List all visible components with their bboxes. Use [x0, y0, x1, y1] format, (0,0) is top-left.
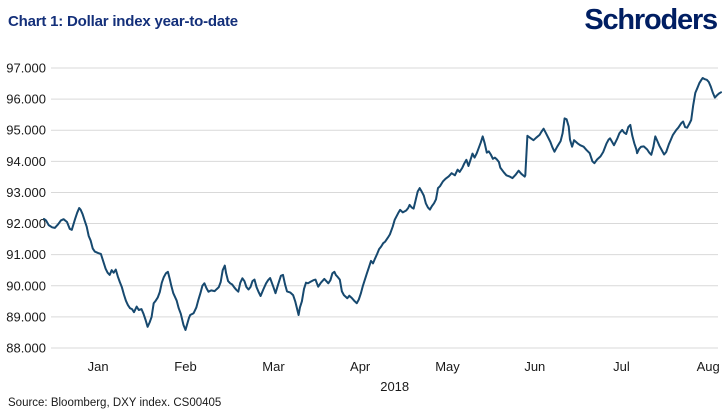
y-tick-label: 93.000 [6, 185, 46, 200]
x-tick-label: Jan [88, 359, 109, 374]
y-tick-label: 89.000 [6, 309, 46, 324]
y-tick-label: 95.000 [6, 123, 46, 138]
x-tick-label: Jun [524, 359, 545, 374]
x-axis-year-label: 2018 [380, 379, 409, 394]
x-tick-label: Mar [262, 359, 285, 374]
y-tick-label: 97.000 [6, 61, 46, 76]
x-tick-label: May [435, 359, 460, 374]
dollar-index-line-chart: 97.000 96.000 95.000 94.000 93.000 92.000 91.0… [6, 61, 722, 394]
schroders-logo: Schroders [584, 4, 718, 36]
x-tick-label: Jul [613, 359, 630, 374]
x-tick-label: Aug [697, 359, 720, 374]
chart-title: Chart 1: Dollar index year-to-date [8, 13, 238, 30]
dxy-line-series [43, 77, 722, 331]
y-tick-label: 91.000 [6, 247, 46, 262]
x-tick-label: Feb [174, 359, 196, 374]
y-tick-label: 88.000 [6, 341, 46, 356]
y-tick-label: 92.000 [6, 216, 46, 231]
source-note: Source: Bloomberg, DXY index. CS00405 [8, 397, 222, 409]
y-tick-label: 96.000 [6, 92, 46, 107]
y-tick-label: 90.000 [6, 278, 46, 293]
x-tick-label: Apr [350, 359, 371, 374]
y-tick-label: 94.000 [6, 154, 46, 169]
